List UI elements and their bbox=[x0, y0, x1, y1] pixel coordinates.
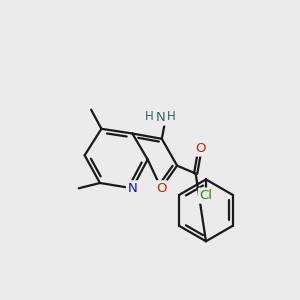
Text: H: H bbox=[167, 110, 176, 123]
Text: N: N bbox=[128, 182, 137, 195]
Text: N: N bbox=[155, 111, 165, 124]
Text: Cl: Cl bbox=[200, 189, 212, 202]
Text: H: H bbox=[145, 110, 154, 123]
Text: O: O bbox=[195, 142, 205, 155]
Text: O: O bbox=[156, 182, 166, 195]
